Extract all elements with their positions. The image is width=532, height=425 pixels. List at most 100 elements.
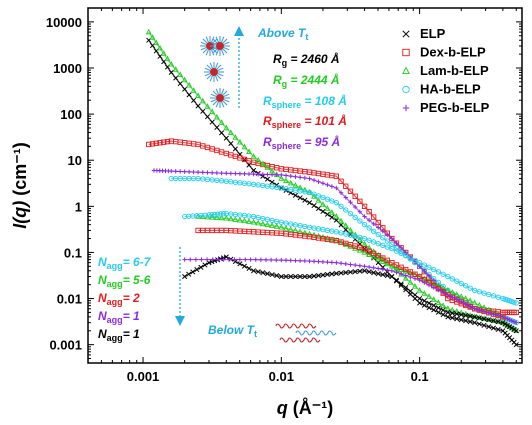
rsphere-dex-annotation-value: = 101 Å — [301, 114, 347, 128]
data-point — [453, 291, 460, 297]
rsphere-peg-annotation-subscript: sphere — [272, 141, 302, 151]
data-point-b — [426, 305, 432, 311]
data-point — [357, 268, 363, 274]
data-point-b — [412, 292, 418, 298]
data-point — [393, 248, 400, 254]
data-point — [463, 318, 469, 324]
data-point-b — [507, 335, 513, 341]
data-point — [333, 270, 339, 277]
data-point-b — [454, 311, 460, 317]
data-point — [221, 257, 226, 262]
data-point — [389, 268, 395, 273]
data-point — [417, 295, 423, 302]
data-point — [177, 169, 183, 174]
micelle-corona-strand — [221, 101, 225, 108]
data-point-b — [209, 259, 215, 265]
data-point — [316, 259, 321, 264]
micelle-corona-strand — [215, 88, 219, 95]
data-point — [435, 269, 442, 275]
data-point — [495, 319, 501, 325]
data-point-b — [472, 320, 478, 326]
data-point-b — [269, 272, 275, 278]
data-point — [182, 273, 188, 280]
data-point-b — [347, 269, 354, 275]
data-point — [259, 160, 266, 167]
data-point — [426, 264, 432, 270]
data-point — [458, 312, 464, 318]
data-point — [348, 262, 353, 267]
data-point — [173, 169, 178, 174]
micelle-corona-strand — [210, 41, 217, 45]
data-point-b — [302, 197, 308, 203]
data-point-b — [283, 273, 289, 280]
data-point — [160, 50, 167, 56]
data-point — [274, 257, 279, 263]
data-point — [500, 314, 506, 320]
data-point — [385, 232, 390, 238]
data-point — [389, 246, 395, 252]
data-point-b — [320, 272, 326, 278]
below-tt-label: Below Tt — [208, 323, 257, 339]
data-point — [219, 170, 224, 176]
data-point — [164, 138, 171, 145]
legend-label: ELP — [420, 26, 446, 41]
data-point — [375, 255, 382, 262]
data-point — [182, 169, 187, 174]
nagg-dex-annotation-symbol: N — [98, 291, 107, 305]
micelle-core — [216, 42, 224, 50]
y-axis-label-unit: (cm⁻¹) — [10, 142, 30, 196]
data-point — [288, 273, 294, 280]
micelle-corona-strand — [200, 41, 207, 45]
data-point — [217, 211, 224, 217]
data-point — [371, 265, 376, 271]
data-point — [195, 169, 201, 175]
y-axis-label-symbol: I(q) — [10, 196, 30, 229]
data-point — [260, 172, 266, 177]
data-point-b — [412, 296, 418, 302]
data-point-b — [486, 324, 492, 330]
data-point-b — [463, 312, 469, 318]
data-point — [471, 287, 478, 294]
data-point — [398, 282, 404, 288]
rg-elp-annotation-symbol: R — [273, 52, 282, 66]
micelle-corona-strand — [216, 74, 222, 80]
data-point-b — [463, 318, 469, 324]
data-point — [407, 255, 414, 261]
data-point — [394, 240, 399, 246]
data-point-b — [264, 271, 271, 277]
data-point-b — [329, 271, 335, 277]
data-point-b — [476, 315, 482, 321]
data-point — [311, 203, 317, 209]
data-point — [269, 172, 275, 177]
data-point — [403, 273, 408, 278]
data-point-b — [186, 92, 192, 98]
data-point — [237, 261, 243, 267]
data-point-b — [194, 267, 200, 273]
data-point — [255, 156, 262, 163]
data-point — [454, 297, 459, 302]
data-point — [477, 307, 482, 313]
data-point — [357, 209, 363, 214]
data-point — [481, 309, 487, 314]
nagg-elp-annotation-subscript: agg — [107, 333, 123, 343]
data-point — [348, 200, 353, 205]
data-point — [264, 221, 271, 228]
data-point — [324, 211, 330, 217]
data-point — [412, 292, 418, 298]
up-arrow-head — [234, 26, 244, 36]
data-point — [362, 264, 367, 269]
data-point-b — [217, 256, 224, 262]
rsphere-dex-annotation: Rsphere = 101 Å — [263, 114, 347, 130]
data-point — [449, 315, 455, 321]
data-point — [283, 225, 289, 231]
micelle-corona-strand — [212, 90, 218, 96]
series-fit-line — [184, 212, 517, 304]
data-point — [338, 217, 345, 224]
rsphere-ha-annotation-value: = 108 Å — [301, 94, 347, 108]
data-point — [398, 250, 404, 257]
data-point — [511, 299, 517, 305]
data-point-b — [467, 313, 473, 319]
nagg-peg-annotation-symbol: N — [98, 309, 107, 323]
data-point — [297, 258, 303, 263]
data-point — [246, 162, 252, 168]
